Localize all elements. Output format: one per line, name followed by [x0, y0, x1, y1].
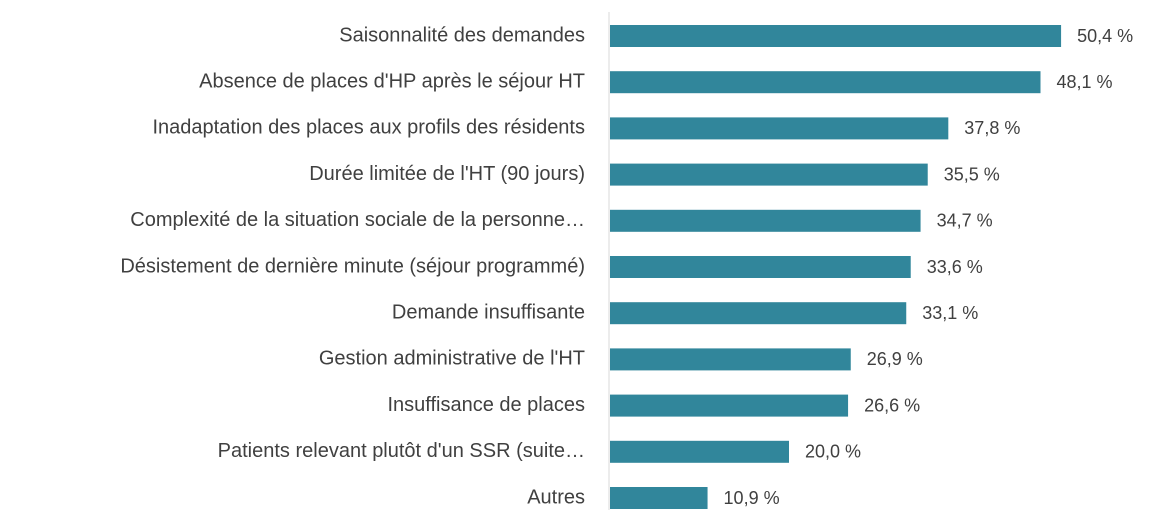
bar [610, 25, 1062, 47]
data-label: 10,9 % [724, 488, 780, 508]
category-label: Complexité de la situation sociale de la… [130, 209, 585, 231]
bar [610, 117, 949, 140]
bar [610, 487, 708, 509]
category-label: Absence de places d'HP après le séjour H… [199, 70, 585, 92]
category-label: Gestion administrative de l'HT [319, 348, 585, 370]
bar [610, 163, 928, 186]
category-label: Durée limitée de l'HT (90 jours) [309, 163, 585, 185]
data-label: 20,0 % [805, 442, 861, 462]
bar [610, 302, 907, 325]
category-label: Insuffisance de places [387, 394, 585, 416]
data-label: 48,1 % [1056, 72, 1112, 92]
data-label: 26,9 % [867, 349, 923, 369]
data-label: 26,6 % [864, 395, 920, 415]
bar [610, 440, 789, 463]
category-label: Inadaptation des places aux profils des … [153, 117, 586, 139]
data-label: 34,7 % [937, 211, 993, 231]
data-label: 50,4 % [1077, 26, 1133, 46]
data-label: 33,6 % [927, 257, 983, 277]
category-label: Autres [527, 486, 585, 508]
data-label: 33,1 % [922, 303, 978, 323]
bar [610, 209, 921, 232]
data-label: 35,5 % [944, 164, 1000, 184]
bar [610, 71, 1041, 94]
data-label: 37,8 % [964, 118, 1020, 138]
category-label: Patients relevant plutôt d'un SSR (suite… [218, 440, 585, 462]
category-label: Demande insuffisante [392, 301, 585, 323]
bar [610, 256, 911, 278]
category-label: Désistement de dernière minute (séjour p… [120, 255, 585, 277]
bar [610, 348, 851, 371]
category-label: Saisonnalité des demandes [339, 24, 585, 46]
bar [610, 394, 849, 417]
